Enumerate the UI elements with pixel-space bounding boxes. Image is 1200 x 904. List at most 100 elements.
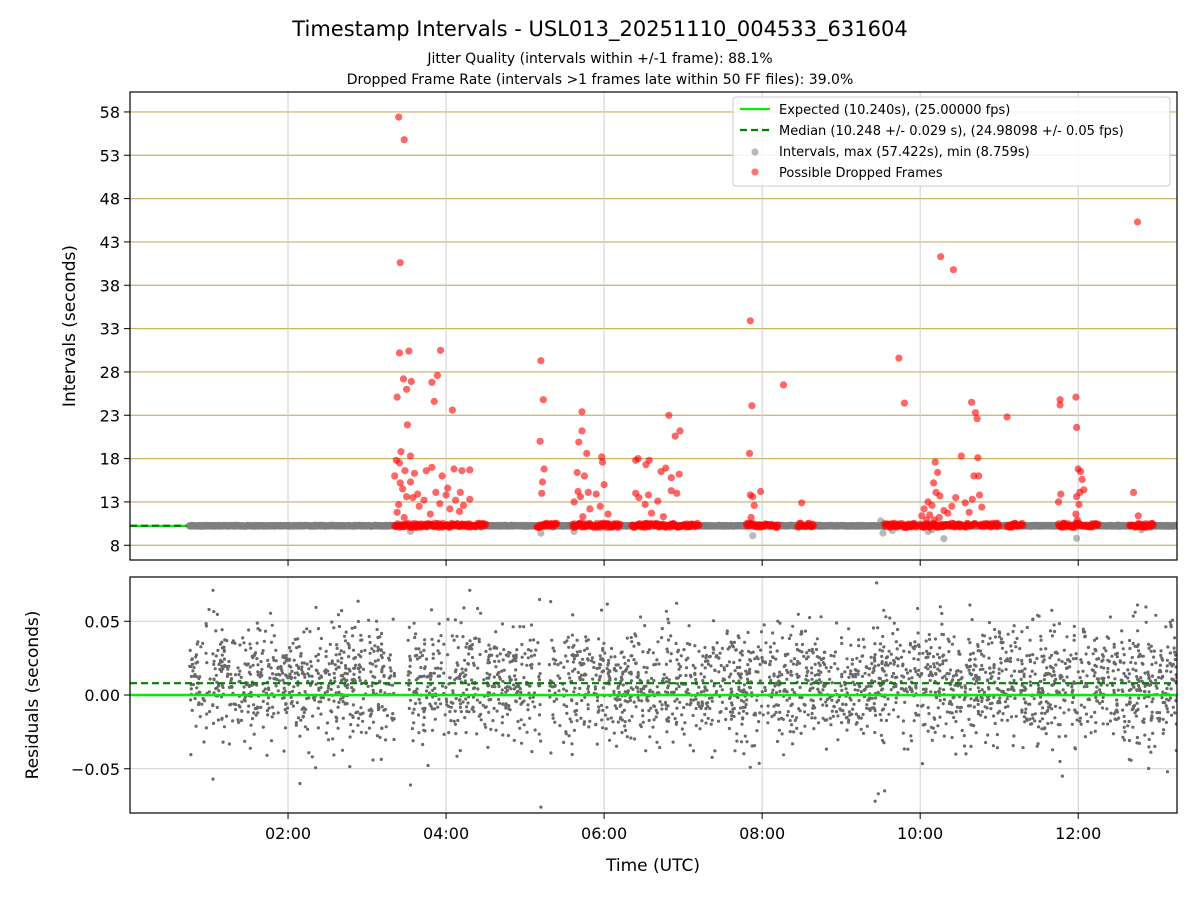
residual-point	[814, 663, 817, 666]
residual-point	[640, 699, 643, 702]
residual-point	[533, 654, 536, 657]
residual-point	[895, 656, 898, 659]
residual-point	[462, 700, 465, 703]
residual-point	[1037, 725, 1040, 728]
residual-point	[921, 762, 924, 765]
residual-point	[1066, 658, 1069, 661]
residual-point	[713, 684, 716, 687]
residual-point	[1092, 652, 1095, 655]
residual-point	[1040, 712, 1043, 715]
residual-point	[601, 709, 604, 712]
residual-point	[945, 678, 948, 681]
residual-point	[895, 640, 898, 643]
residual-point	[963, 744, 966, 747]
residual-point	[829, 666, 832, 669]
residual-point	[646, 666, 649, 669]
dropped-frame-point	[400, 375, 407, 382]
residual-point	[906, 671, 909, 674]
residual-point	[913, 719, 916, 722]
legend-median-label: Median (10.248 +/- 0.029 s), (24.98098 +…	[779, 124, 1124, 139]
residual-point	[823, 651, 826, 654]
residual-point	[567, 672, 570, 675]
residual-point	[245, 663, 248, 666]
residual-point	[692, 714, 695, 717]
residual-point	[726, 664, 729, 667]
residual-point	[412, 739, 415, 742]
chart-title: Timestamp Intervals - USL013_20251110_00…	[291, 17, 907, 42]
residual-point	[636, 686, 639, 689]
residual-point	[340, 657, 343, 660]
residual-point	[1169, 696, 1172, 699]
residual-point	[449, 719, 452, 722]
dropped-frame-point	[399, 485, 406, 492]
residual-point	[899, 644, 902, 647]
dropped-frame-point	[975, 472, 982, 479]
residual-point	[677, 663, 680, 666]
residual-point	[830, 699, 833, 702]
residual-point	[1170, 714, 1173, 717]
residual-point	[1131, 656, 1134, 659]
residual-point	[984, 741, 987, 744]
dropped-frame-point	[452, 497, 459, 504]
residual-point	[426, 685, 429, 688]
residual-point	[565, 689, 568, 692]
dropped-frame-point	[1134, 218, 1141, 225]
residual-point	[317, 627, 320, 630]
residual-point	[1079, 658, 1082, 661]
residual-point	[1073, 639, 1076, 642]
residual-point	[370, 684, 373, 687]
legend-intervals-swatch	[751, 148, 758, 155]
residual-point	[491, 719, 494, 722]
residual-point	[496, 654, 499, 657]
residual-point	[1013, 670, 1016, 673]
residual-point	[296, 701, 299, 704]
residual-point	[329, 679, 332, 682]
residual-point	[776, 740, 779, 743]
residual-point	[255, 714, 258, 717]
residual-point	[1121, 736, 1124, 739]
residual-point	[569, 717, 572, 720]
residual-point	[306, 728, 309, 731]
residual-point	[873, 731, 876, 734]
residual-point	[289, 649, 292, 652]
residual-point	[240, 700, 243, 703]
residual-point	[629, 736, 632, 739]
residual-point	[929, 690, 932, 693]
dropped-frame-point	[895, 355, 902, 362]
residual-point	[236, 666, 239, 669]
residual-point	[328, 673, 331, 676]
residual-point	[1001, 669, 1004, 672]
top-y-tick-label: 48	[100, 190, 120, 209]
residual-point	[244, 649, 247, 652]
dropped-frame-point	[460, 502, 467, 509]
dropped-frame-point	[950, 266, 957, 273]
dropped-frame-point	[948, 503, 955, 510]
residual-point	[740, 723, 743, 726]
residual-point	[897, 715, 900, 718]
dropped-frame-point	[391, 472, 398, 479]
dropped-frame-point	[962, 499, 969, 506]
residual-point	[798, 675, 801, 678]
residual-point	[810, 678, 813, 681]
residual-point	[1031, 670, 1034, 673]
residual-point	[416, 687, 419, 690]
residual-point	[873, 642, 876, 645]
dropped-frame-point	[396, 349, 403, 356]
residual-point	[892, 659, 895, 662]
residual-point	[876, 626, 879, 629]
residual-point	[1012, 679, 1015, 682]
residual-point	[378, 635, 381, 638]
residual-point	[953, 635, 956, 638]
residual-point	[630, 672, 633, 675]
dropped-frame-point	[599, 459, 606, 466]
residual-point	[845, 687, 848, 690]
dropped-frame-point	[539, 478, 546, 485]
residual-point	[214, 667, 217, 670]
residual-point	[932, 655, 935, 658]
residual-point	[1101, 700, 1104, 703]
dropped-frame-point	[396, 459, 403, 466]
residual-point	[781, 732, 784, 735]
residual-point	[1144, 685, 1147, 688]
residual-point	[895, 696, 898, 699]
dropped-frame-point	[668, 474, 675, 481]
